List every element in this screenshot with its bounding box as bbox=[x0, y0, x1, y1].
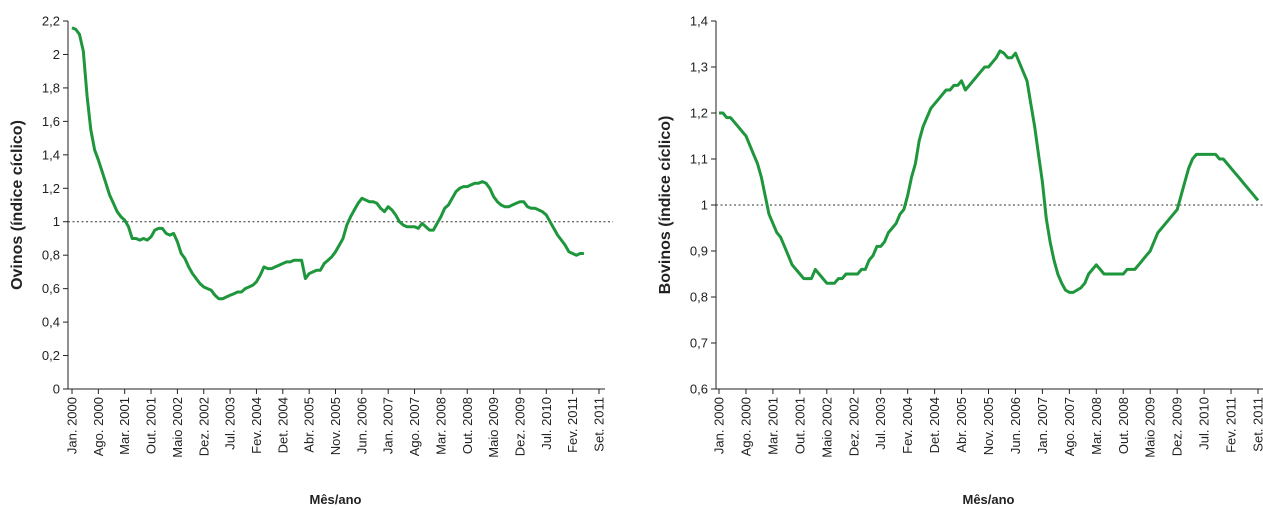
x-tick-label: Ago. 2000 bbox=[91, 397, 106, 456]
x-tick-label: Mar. 2001 bbox=[117, 397, 132, 455]
x-tick-label: Fev. 2011 bbox=[565, 397, 580, 453]
data-line bbox=[719, 49, 1260, 294]
y-tick-label: 1,2 bbox=[690, 106, 708, 121]
y-axis-title: Ovinos (índice cíclico) bbox=[9, 120, 26, 290]
x-tick-label: Jan. 2007 bbox=[381, 397, 396, 454]
y-tick-label: 1,4 bbox=[690, 14, 708, 29]
x-tick-label: Mar. 2008 bbox=[1089, 397, 1104, 455]
y-tick-label: 0,2 bbox=[42, 348, 60, 363]
x-tick-label: Maio 2002 bbox=[819, 397, 834, 458]
y-tick-label: 0,4 bbox=[42, 315, 60, 330]
x-tick-label: Ago. 2000 bbox=[738, 397, 753, 456]
x-tick-label: Jun. 2006 bbox=[1008, 397, 1023, 454]
y-tick-label: 1,3 bbox=[690, 60, 708, 75]
x-tick-label: Fev. 2004 bbox=[249, 397, 264, 454]
y-tick-label: 0,6 bbox=[42, 281, 60, 296]
y-tick-label: 1,6 bbox=[42, 114, 60, 129]
x-tick-label: Maio 2009 bbox=[486, 397, 501, 458]
x-tick-label: Det. 2004 bbox=[927, 397, 942, 453]
x-tick-label: Jan. 2007 bbox=[1035, 397, 1050, 454]
y-tick-label: 0 bbox=[53, 382, 60, 397]
x-tick-label: Ago. 2007 bbox=[1062, 397, 1077, 456]
x-tick-label: Jul. 2003 bbox=[223, 397, 238, 450]
x-tick-label: Jul. 2010 bbox=[539, 397, 554, 450]
x-tick-label: Maio 2009 bbox=[1143, 397, 1158, 458]
y-tick-label: 1,1 bbox=[690, 152, 708, 167]
y-tick-label: 0,9 bbox=[690, 244, 708, 259]
x-tick-label: Mar. 2008 bbox=[433, 397, 448, 455]
x-axis-title: Mês/ano bbox=[962, 492, 1014, 507]
y-tick-label: 0,8 bbox=[690, 290, 708, 305]
x-tick-label: Nov. 2005 bbox=[981, 397, 996, 455]
x-tick-label: Jan. 2000 bbox=[712, 397, 727, 454]
x-tick-label: Ago. 2007 bbox=[407, 397, 422, 456]
x-tick-label: Nov. 2005 bbox=[328, 397, 343, 455]
x-tick-label: Set. 2011 bbox=[1251, 397, 1263, 452]
x-tick-label: Set. 2011 bbox=[592, 397, 607, 452]
y-tick-label: 2,2 bbox=[42, 14, 60, 29]
x-tick-label: Out. 2001 bbox=[144, 397, 159, 454]
x-tick-label: Out. 2001 bbox=[792, 397, 807, 454]
y-tick-label: 0,8 bbox=[42, 248, 60, 263]
y-axis-title: Bovinos (índice cíclico) bbox=[657, 116, 674, 295]
y-tick-label: 2 bbox=[53, 47, 60, 62]
x-tick-label: Jul. 2003 bbox=[873, 397, 888, 450]
x-tick-label: Jan. 2000 bbox=[65, 397, 80, 454]
y-tick-label: 0,6 bbox=[690, 382, 708, 397]
y-tick-label: 1,2 bbox=[42, 181, 60, 196]
y-tick-label: 1,8 bbox=[42, 80, 60, 95]
x-tick-label: Fev. 2004 bbox=[900, 397, 915, 454]
x-tick-label: Fev. 2011 bbox=[1224, 397, 1239, 453]
y-tick-label: 1 bbox=[701, 198, 708, 213]
data-line bbox=[71, 26, 584, 301]
y-tick-label: 1,4 bbox=[42, 147, 60, 162]
y-tick-label: 0,7 bbox=[690, 336, 708, 351]
x-tick-label: Mar. 2001 bbox=[765, 397, 780, 455]
x-tick-label: Maio 2002 bbox=[170, 397, 185, 458]
x-tick-label: Det. 2004 bbox=[275, 397, 290, 453]
x-axis-title: Mês/ano bbox=[309, 492, 361, 507]
x-tick-label: Abr. 2005 bbox=[954, 397, 969, 453]
x-tick-label: Dez. 2002 bbox=[846, 397, 861, 456]
x-tick-label: Out. 2008 bbox=[460, 397, 475, 454]
x-tick-label: Dez. 2002 bbox=[196, 397, 211, 456]
x-tick-label: Abr. 2005 bbox=[302, 397, 317, 453]
x-tick-label: Jul. 2010 bbox=[1197, 397, 1212, 450]
x-tick-label: Dez. 2009 bbox=[512, 397, 527, 456]
y-tick-label: 1 bbox=[53, 214, 60, 229]
x-tick-label: Jun. 2006 bbox=[354, 397, 369, 454]
x-tick-label: Out. 2008 bbox=[1116, 397, 1131, 454]
x-tick-label: Dez. 2009 bbox=[1170, 397, 1185, 456]
